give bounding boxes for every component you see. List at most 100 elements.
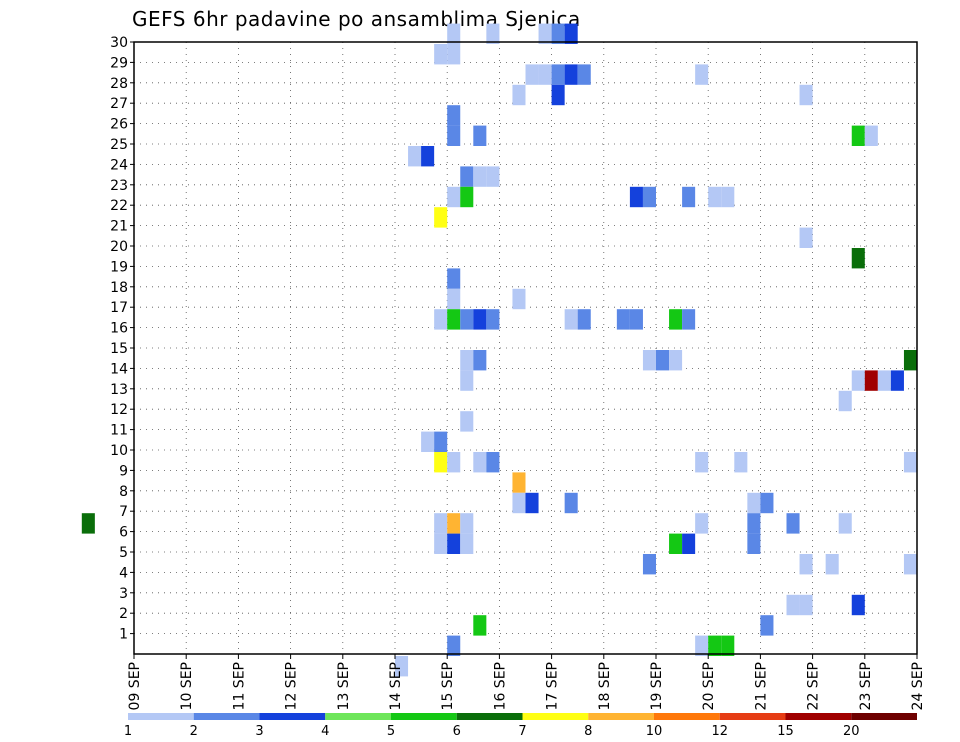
heatmap-cell [473,350,487,371]
heatmap-cell [695,452,709,473]
heatmap-cell [434,44,448,65]
y-tick-label: 12 [110,402,128,418]
y-tick-label: 28 [110,76,128,92]
y-tick-label: 19 [110,259,128,275]
heatmap-cell [890,370,904,391]
heatmap-cell [747,492,761,514]
heatmap-cell [486,452,500,473]
x-tick-label: 21 SEP [753,662,769,710]
heatmap-cell [395,656,409,677]
heatmap-cell [682,309,696,330]
heatmap-cell [642,186,656,208]
y-tick-label: 2 [119,606,128,622]
heatmap-cell [434,533,448,554]
heatmap-cell [447,533,461,554]
x-axis-ticks: 09 SEP 10 SEP 11 SEP 12 SEP 13 SEP 14 SEP 15 S… [127,654,926,710]
heatmap-cell [682,186,696,208]
y-tick-label: 15 [110,341,128,357]
heatmap-cell [434,452,448,473]
color-legend: 1 2 3 4 5 6 7 8 10 12 15 20 [124,713,917,739]
heatmap-cell [851,370,865,391]
heatmap-cell [473,452,487,473]
heatmap-cell [577,64,591,85]
heatmap-cell [538,64,552,85]
heatmap-cell [512,84,526,106]
heatmap-cell [760,492,774,514]
y-tick-label: 14 [110,361,128,377]
heatmap-cell [421,146,435,167]
legend-label: 4 [321,724,329,739]
heatmap-cell [551,64,565,85]
y-tick-label: 21 [110,219,128,235]
x-tick-label: 18 SEP [597,662,613,710]
heatmap-cell [799,84,813,106]
heatmap-cell [460,513,474,534]
heatmap-cell [786,594,800,616]
x-tick-label: 24 SEP [910,662,926,710]
x-tick-label: 17 SEP [545,662,561,710]
heatmap-cell [695,635,709,656]
legend-swatch [785,713,852,720]
y-tick-label: 17 [110,300,128,316]
heatmap-cell [447,44,461,65]
heatmap-cell [825,554,839,575]
heatmap-cell [838,390,852,412]
x-tick-label: 16 SEP [492,662,508,710]
heatmap-cell [564,492,578,514]
heatmap-cell [460,186,474,208]
heatmap-cell [864,125,878,146]
heatmap-cell [864,370,878,391]
heatmap-cell [903,350,917,371]
heatmap-cell [486,23,500,44]
heatmap-cell [721,635,735,656]
heatmap-cell [669,309,683,330]
heatmap-cell [877,370,891,391]
legend-swatch [456,713,523,720]
legend-swatch [654,713,720,720]
legend-swatch [522,713,589,720]
heatmap-cell [447,125,461,146]
legend-label: 15 [777,724,794,739]
x-tick-label: 19 SEP [649,662,665,710]
heatmap-cell [851,594,865,616]
heatmap-cell [747,533,761,554]
heatmap-cell [760,615,774,636]
y-tick-label: 16 [110,321,128,337]
heatmap-cell [486,309,500,330]
x-tick-label: 14 SEP [388,662,404,710]
y-tick-label: 25 [110,137,128,153]
chart-title: GEFS 6hr padavine po ansamblima Sjenica [132,7,581,31]
legend-swatch [719,713,786,720]
y-tick-label: 20 [110,239,128,255]
heatmap-cell [642,350,656,371]
heatmap-cell [512,492,526,514]
legend-label: 7 [518,724,526,739]
y-tick-label: 1 [119,627,128,643]
heatmap-cell [486,166,500,187]
heatmap-cell [447,23,461,44]
heatmap-cell [460,533,474,554]
heatmap-cell [447,105,461,126]
heatmap-cell [434,309,448,330]
heatmap-cell [799,594,813,616]
heatmap-cell [434,207,448,228]
x-tick-label: 20 SEP [701,662,717,710]
heatmap-cell [629,309,643,330]
y-tick-label: 3 [119,586,128,602]
heatmap-cell [564,64,578,85]
heatmap-cell [473,166,487,187]
heatmap-cell [525,64,539,85]
heatmap-cell [577,309,591,330]
heatmap-cell [512,288,526,310]
heatmap-cell [473,125,487,146]
x-tick-label: 09 SEP [127,662,143,710]
heatmap-cell [460,350,474,371]
legend-label: 12 [711,724,728,739]
y-tick-label: 30 [110,35,128,51]
y-tick-label: 11 [110,423,128,439]
heatmap-cell [434,513,448,534]
heatmap-cell [447,186,461,208]
heatmap-cell [799,227,813,248]
heatmap-cell [460,411,474,432]
y-tick-label: 29 [110,55,128,71]
